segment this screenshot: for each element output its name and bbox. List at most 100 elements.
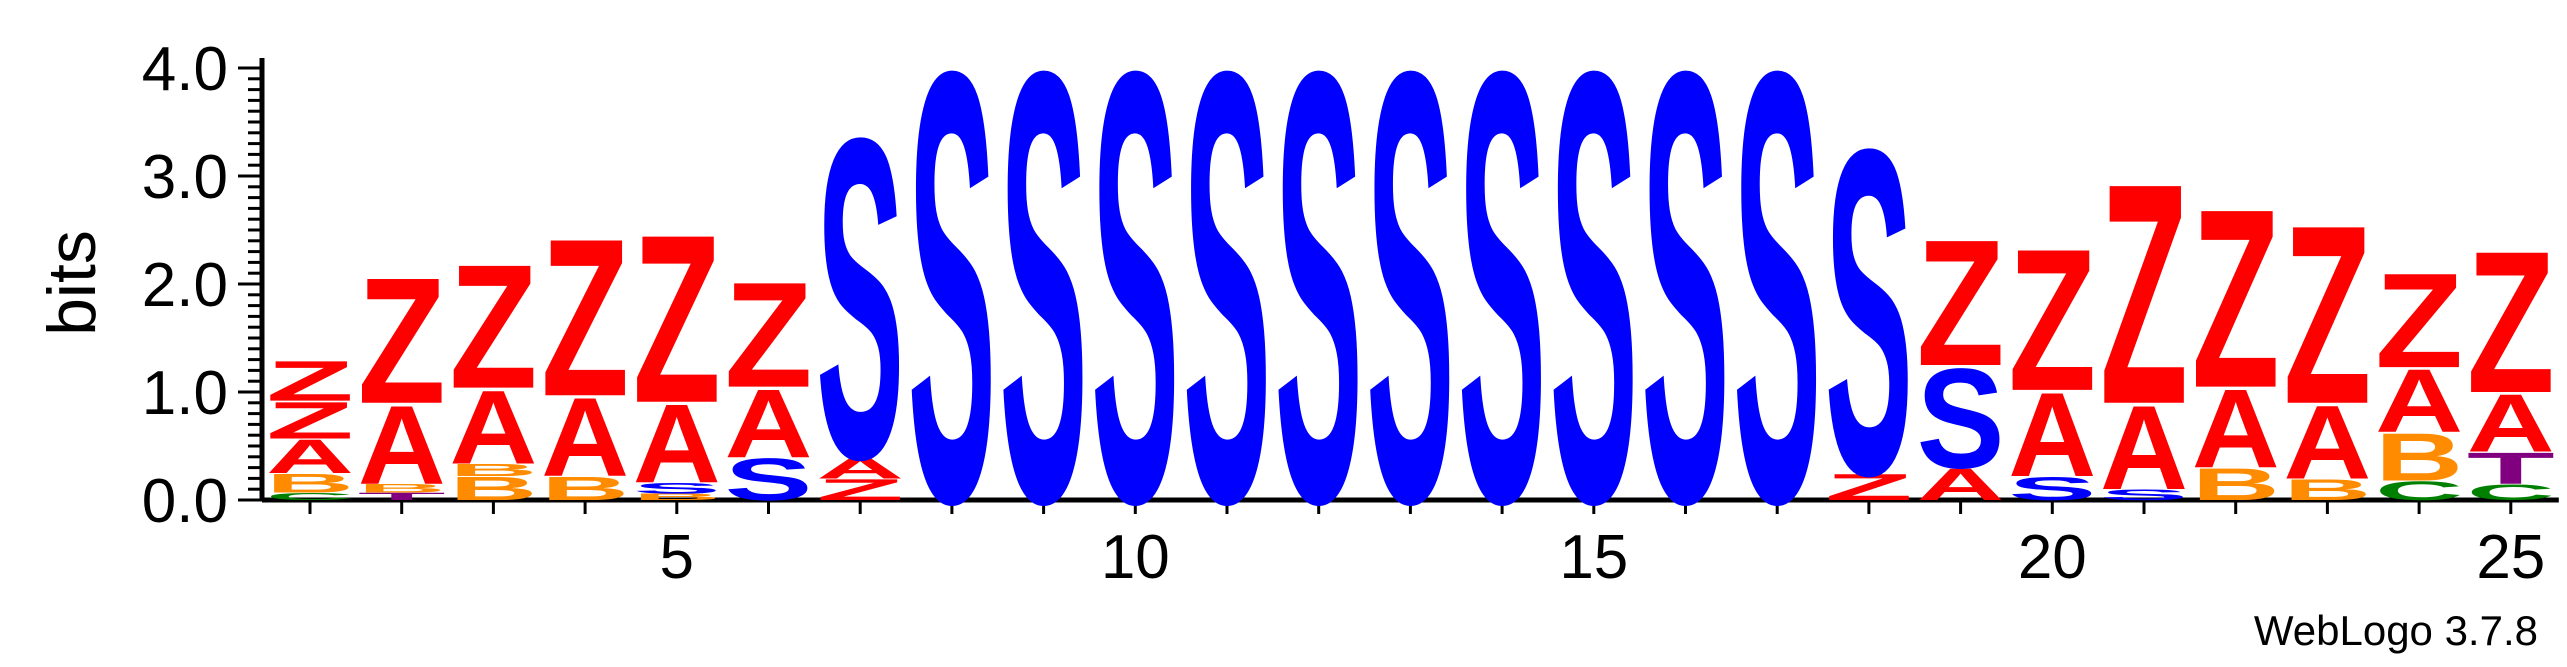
logo-letter-a: A [541, 375, 629, 501]
logo-letter-s: S [1642, 0, 1730, 631]
logo-letter-t: T [2467, 443, 2555, 494]
logo-letter-a: A [449, 369, 537, 486]
logo-letter-s: S [1000, 0, 1088, 631]
logo-letter-z: Z [266, 350, 354, 413]
logo-letter-a: A [266, 429, 354, 483]
logo-letter-z: Z [541, 193, 629, 444]
position-stack-15: S [1550, 0, 1638, 631]
y-axis-title: bits [34, 230, 110, 336]
logo-letter-s: S [1275, 0, 1363, 631]
logo-letter-s: S [633, 480, 721, 497]
logo-letter-t: T [358, 491, 446, 503]
y-tick-label: 2.0 [142, 251, 228, 320]
position-stack-22: BAZ [2192, 156, 2280, 509]
logo-letter-s: S [1091, 0, 1179, 631]
position-stack-16: S [1642, 0, 1730, 631]
logo-letter-a: A [2008, 368, 2096, 502]
x-tick-label: 20 [2018, 523, 2087, 592]
logo-letter-s: S [1458, 0, 1546, 631]
x-tick-label: 5 [660, 523, 694, 592]
logo-letter-z: Z [2375, 245, 2463, 396]
logo-letter-b: B [541, 470, 629, 507]
logo-letter-z: Z [2100, 117, 2188, 469]
logo-letter-c: C [2375, 476, 2463, 506]
logo-letter-a: A [2467, 378, 2555, 470]
logo-letter-b: B [449, 460, 537, 480]
logo-letter-c: C [266, 491, 354, 503]
logo-letter-a: A [816, 451, 904, 484]
y-tick-label: 1.0 [142, 359, 228, 428]
position-stack-8: S [908, 0, 996, 631]
logo-letter-b: B [266, 468, 354, 498]
logo-letter-z: Z [2192, 156, 2280, 440]
logo-letter-a: A [633, 381, 721, 507]
logo-letter-b: B [449, 470, 537, 507]
logo-letter-a: A [358, 382, 446, 508]
position-stack-12: S [1275, 0, 1363, 631]
y-tick-label: 0.0 [142, 467, 228, 536]
position-stack-21: SAZ [2100, 117, 2188, 515]
x-tick-label: 10 [1101, 523, 1170, 592]
position-stack-10: S [1091, 0, 1179, 631]
logo-letter-a: A [2283, 384, 2371, 501]
x-tick-label: 15 [1559, 523, 1628, 592]
y-tick-label: 3.0 [142, 143, 228, 212]
logo-letter-a: A [2192, 366, 2280, 492]
logo-letter-s: S [2100, 486, 2188, 503]
logo-letter-z: Z [2467, 210, 2555, 436]
position-stack-18: ZS [1825, 54, 1913, 572]
logo-letter-s: S [816, 44, 904, 555]
logo-letter-s: S [1183, 0, 1271, 631]
logo-letter-z: Z [2283, 173, 2371, 457]
logo-letter-a: A [725, 369, 813, 478]
logo-letter-z: Z [266, 391, 354, 450]
logo-letter-s: S [908, 0, 996, 631]
logo-letter-b: B [2375, 420, 2463, 495]
logo-letter-a: A [2100, 381, 2188, 515]
logo-letter-b: B [2283, 473, 2371, 506]
logo-letter-s: S [2008, 470, 2096, 507]
position-stack-7: ZAS [816, 44, 904, 555]
position-stack-20: SAZ [2008, 208, 2096, 507]
logo-letter-b: B [2192, 460, 2280, 510]
logo-letter-z: Z [725, 252, 813, 419]
position-stack-19: ASZ [1917, 202, 2005, 510]
logo-letter-z: Z [633, 185, 721, 453]
position-stack-4: BAZ [541, 193, 629, 507]
logo-letter-z: Z [2008, 208, 2096, 434]
logo-letter-z: Z [358, 239, 446, 441]
y-tick-label: 4.0 [142, 35, 228, 104]
weblogo-credit: WebLogo 3.7.8 [2254, 607, 2538, 654]
logo-letter-s: S [1917, 340, 2005, 499]
position-stack-17: S [1733, 0, 1821, 631]
logo-letter-z: Z [816, 473, 904, 506]
position-stack-14: S [1458, 0, 1546, 631]
logo-letter-s: S [1366, 0, 1454, 631]
logo-letter-b: B [358, 482, 446, 495]
position-stack-11: S [1183, 0, 1271, 631]
logo-letter-z: Z [1825, 467, 1913, 509]
x-axis: 5 10 15 20 25 [262, 497, 2559, 592]
logo-letter-s: S [1733, 0, 1821, 631]
position-stack-13: S [1366, 0, 1454, 631]
logo-letter-a: A [1917, 460, 2005, 510]
position-stack-6: SAZ [724, 252, 812, 513]
logo-letter-b: B [633, 492, 721, 502]
logo-letter-a: A [2375, 350, 2463, 451]
logo-letter-s: S [1550, 0, 1638, 631]
logo-letter-c: C [2467, 480, 2555, 505]
logo-letter-s: S [724, 446, 812, 513]
x-tick-label: 25 [2476, 523, 2545, 592]
logo-letter-z: Z [449, 229, 537, 426]
position-stack-23: BAZ [2283, 173, 2371, 507]
logo-letter-z: Z [1917, 202, 2005, 404]
logo-letter-s: S [1825, 54, 1913, 572]
